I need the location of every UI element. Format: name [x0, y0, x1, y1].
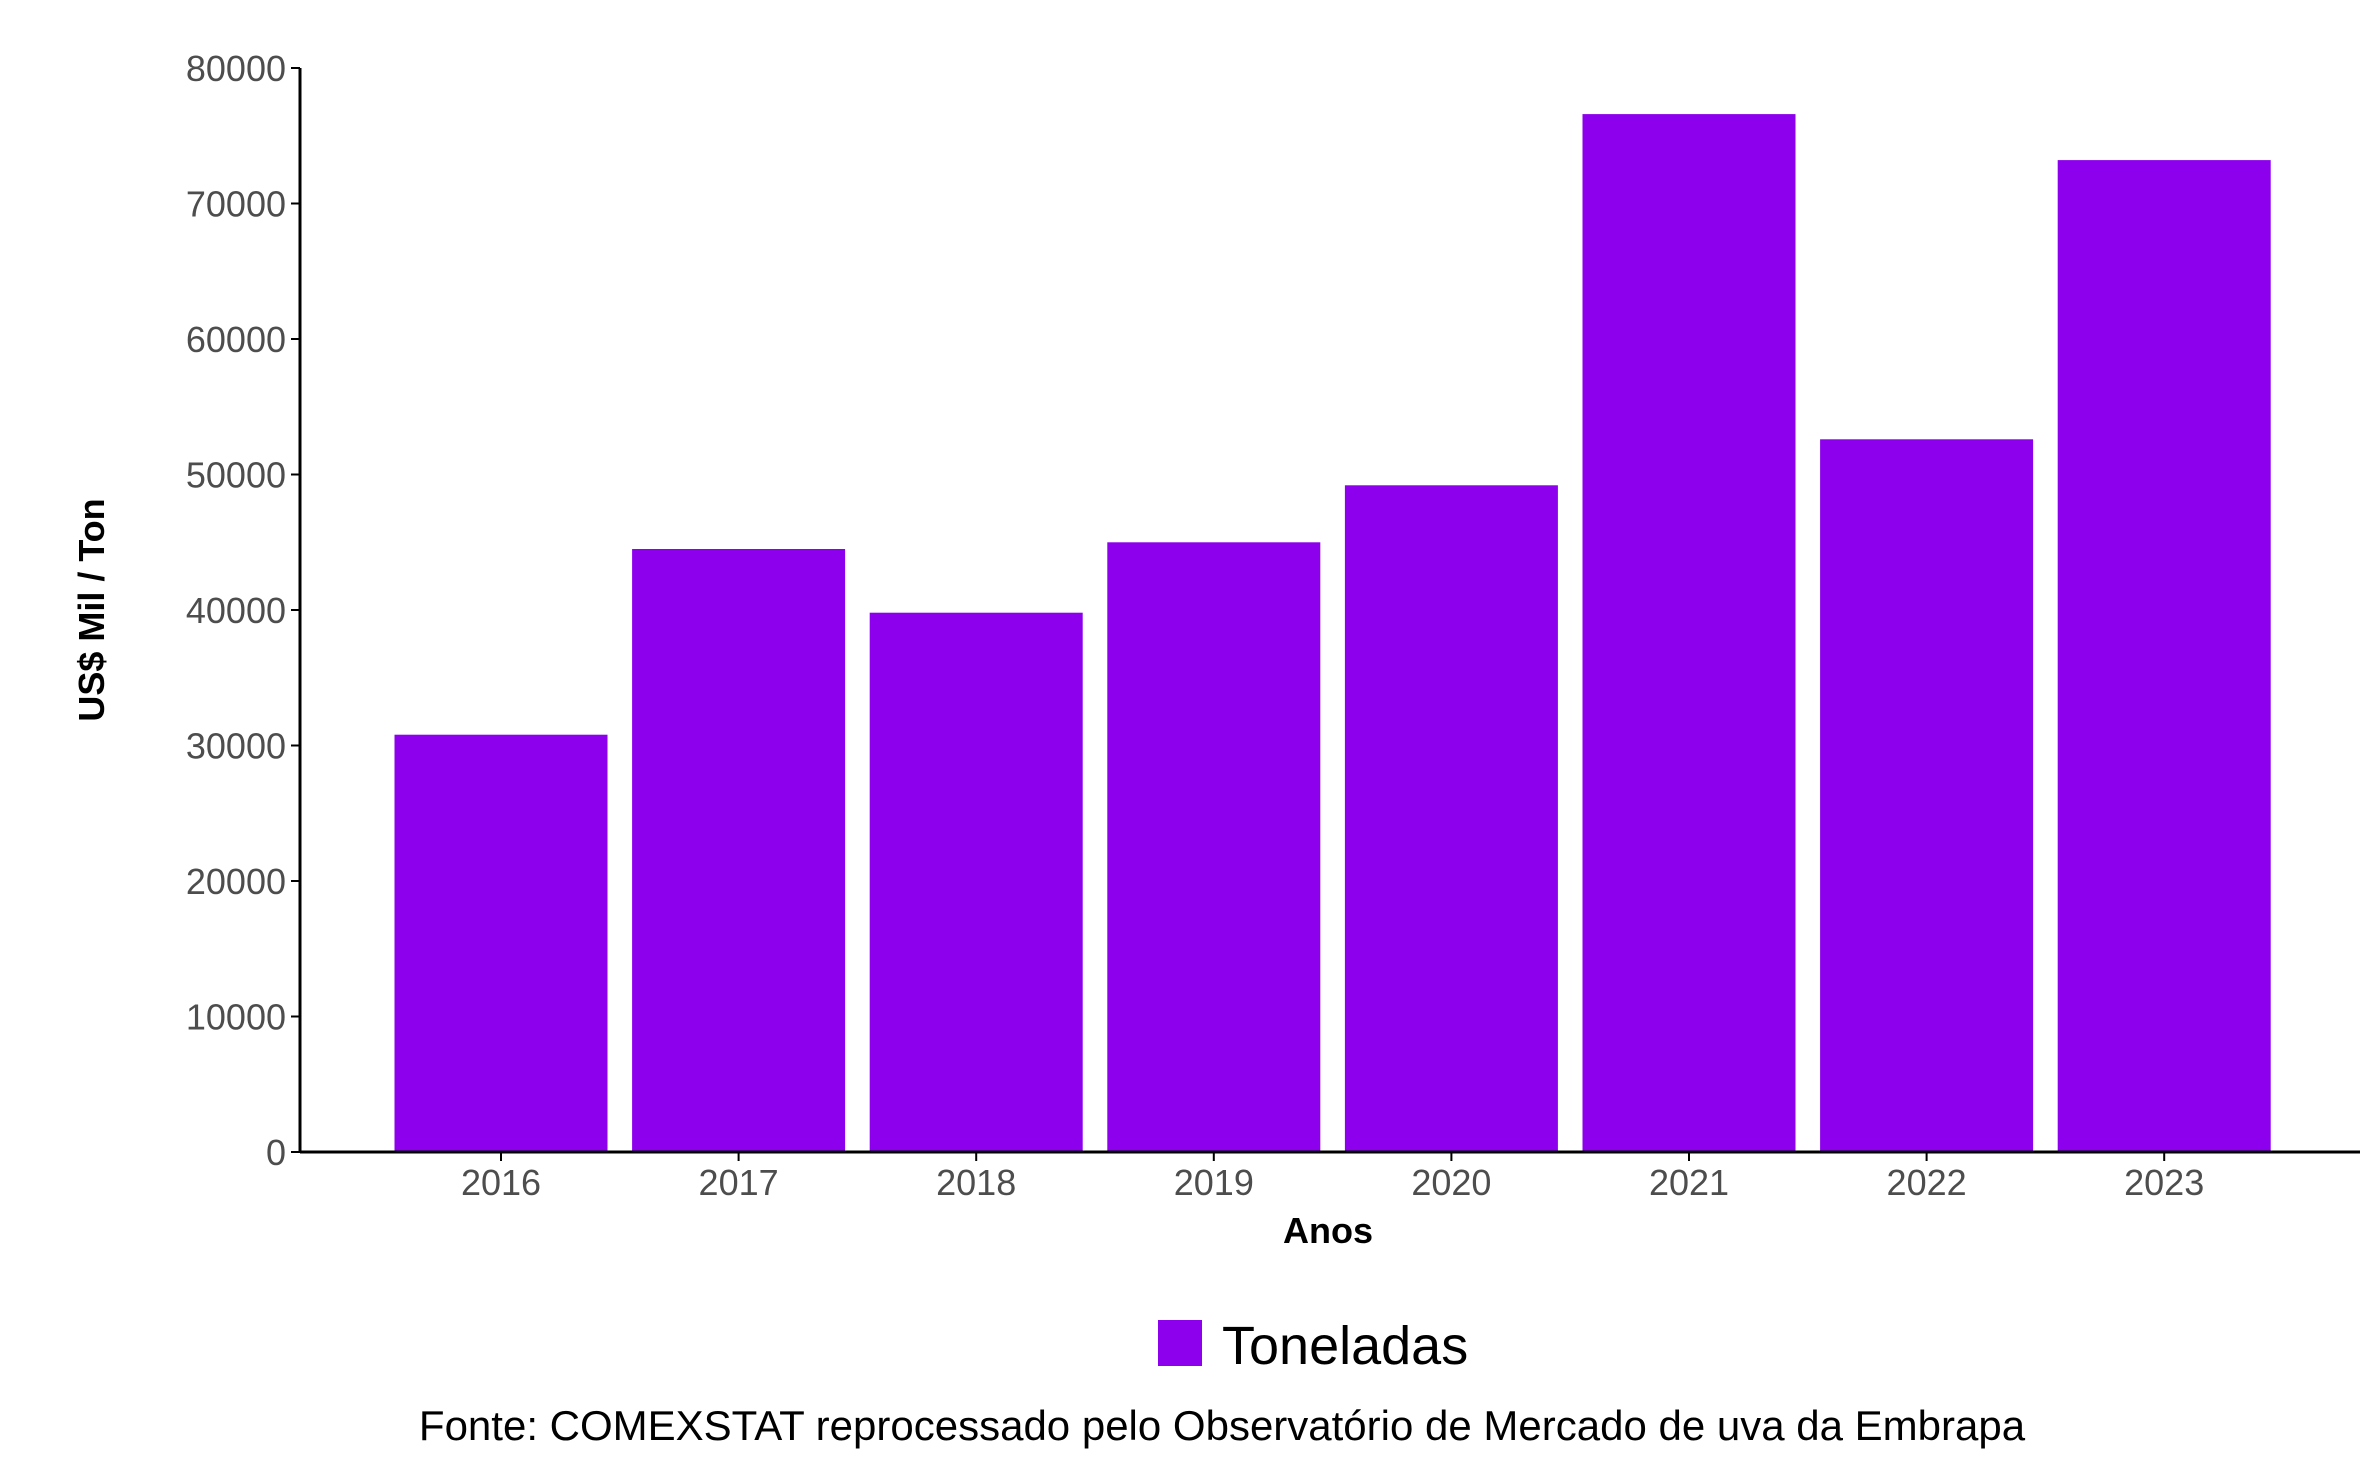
bar-2022 — [1820, 439, 2034, 1152]
y-tick-label-50000: 50000 — [186, 455, 286, 496]
y-tick-label-70000: 70000 — [186, 184, 286, 225]
y-ticks-group: 0 10000 20000 30000 40000 50000 60000 70000 8000… — [186, 48, 300, 1173]
legend: Toneladas — [1158, 1316, 1468, 1376]
x-tick-label-2021: 2021 — [1649, 1162, 1729, 1203]
x-ticks-group: 2016 2017 2018 2019 2020 2021 2022 2023 — [461, 1152, 2204, 1203]
x-axis-title: Anos — [1283, 1210, 1373, 1251]
bar-2019 — [1107, 542, 1321, 1153]
axes-group — [298, 68, 2360, 1154]
y-tick-label-20000: 20000 — [186, 861, 286, 902]
bars-group — [394, 114, 2271, 1153]
y-tick-label-40000: 40000 — [186, 590, 286, 631]
y-tick-label-60000: 60000 — [186, 319, 286, 360]
y-tick-label-80000: 80000 — [186, 48, 286, 89]
bar-2021 — [1582, 114, 1796, 1153]
y-axis-title: US$ Mil / Ton — [71, 498, 112, 721]
x-tick-label-2019: 2019 — [1174, 1162, 1254, 1203]
source-caption: Fonte: COMEXSTAT reprocessado pelo Obser… — [419, 1402, 2026, 1449]
bar-2023 — [2057, 160, 2271, 1153]
x-tick-label-2018: 2018 — [936, 1162, 1016, 1203]
y-tick-label-10000: 10000 — [186, 997, 286, 1038]
y-tick-label-30000: 30000 — [186, 726, 286, 767]
x-tick-label-2017: 2017 — [699, 1162, 779, 1203]
x-tick-label-2020: 2020 — [1411, 1162, 1491, 1203]
x-tick-label-2023: 2023 — [2124, 1162, 2204, 1203]
x-tick-label-2016: 2016 — [461, 1162, 541, 1203]
legend-label-toneladas: Toneladas — [1222, 1316, 1468, 1376]
legend-swatch-toneladas — [1158, 1320, 1202, 1366]
bar-2020 — [1344, 485, 1558, 1152]
x-tick-label-2022: 2022 — [1887, 1162, 1967, 1203]
bar-2016 — [394, 734, 608, 1152]
bar-2018 — [869, 612, 1083, 1152]
bar-2017 — [632, 549, 846, 1152]
y-tick-label-0: 0 — [266, 1132, 286, 1173]
